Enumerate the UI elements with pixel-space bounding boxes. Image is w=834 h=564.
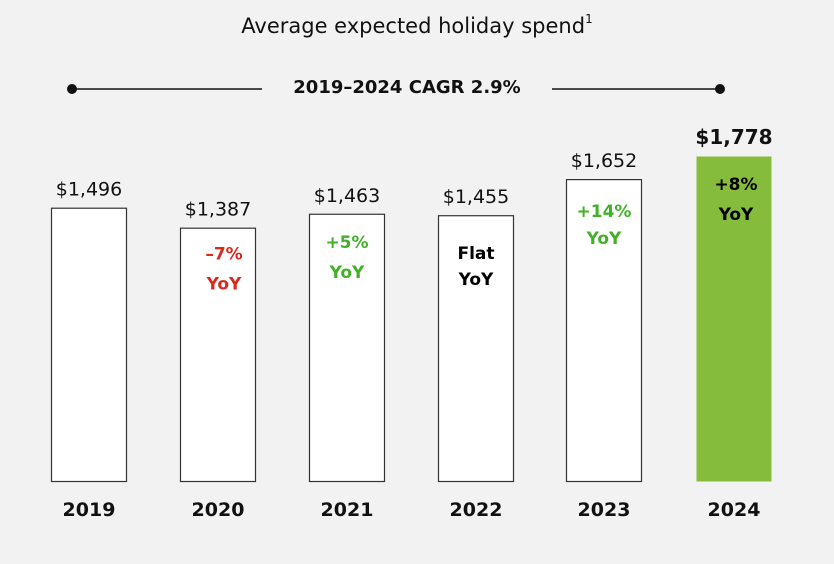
bar-2019 (50, 207, 128, 483)
category-label-2022: 2022 (450, 499, 503, 521)
bar-2023 (565, 179, 643, 483)
value-label-2023: $1,652 (571, 150, 637, 172)
category-label-2023: 2023 (578, 499, 631, 521)
cagr-annotation: 2019–2024 CAGR 2.9% (262, 77, 552, 98)
cagr-label: 2019–2024 CAGR (293, 77, 465, 98)
category-label-2021: 2021 (321, 499, 374, 521)
yoy-change-2021: +5% (325, 233, 368, 253)
category-label-2024: 2024 (708, 499, 761, 521)
yoy-change-2023: +14% (577, 202, 632, 222)
cagr-end-dot (715, 84, 725, 94)
value-label-2020: $1,387 (185, 199, 251, 221)
bar-2022 (437, 215, 515, 483)
value-label-2019: $1,496 (56, 179, 122, 201)
value-label-2021: $1,463 (314, 185, 380, 207)
cagr-start-dot (67, 84, 77, 94)
bar-2024 (696, 156, 772, 482)
bar-2021 (308, 213, 386, 483)
value-label-2024: $1,778 (695, 125, 772, 149)
yoy-suffix-2024: YoY (718, 205, 754, 225)
chart-title-text: Average expected holiday spend (241, 14, 586, 38)
yoy-suffix-2021: YoY (329, 263, 365, 283)
yoy-change-2024: +8% (714, 175, 757, 195)
yoy-suffix-2022: YoY (458, 270, 494, 290)
category-label-2019: 2019 (63, 499, 116, 521)
category-label-2020: 2020 (192, 499, 245, 521)
bar-2020 (179, 227, 257, 483)
cagr-value: 2.9% (470, 77, 521, 98)
footnote-marker: 1 (585, 12, 593, 26)
chart-title: Average expected holiday spend1 (0, 12, 834, 38)
yoy-suffix-2023: YoY (586, 229, 622, 249)
yoy-change-2020: –7% (205, 245, 242, 265)
value-label-2022: $1,455 (443, 186, 509, 208)
bars-group: $1,496 2019 $1,387 2020 –7% YoY $1,463 2021 +5% Y… (50, 125, 773, 521)
yoy-change-2022: Flat (457, 244, 494, 264)
yoy-suffix-2020: YoY (206, 275, 242, 295)
